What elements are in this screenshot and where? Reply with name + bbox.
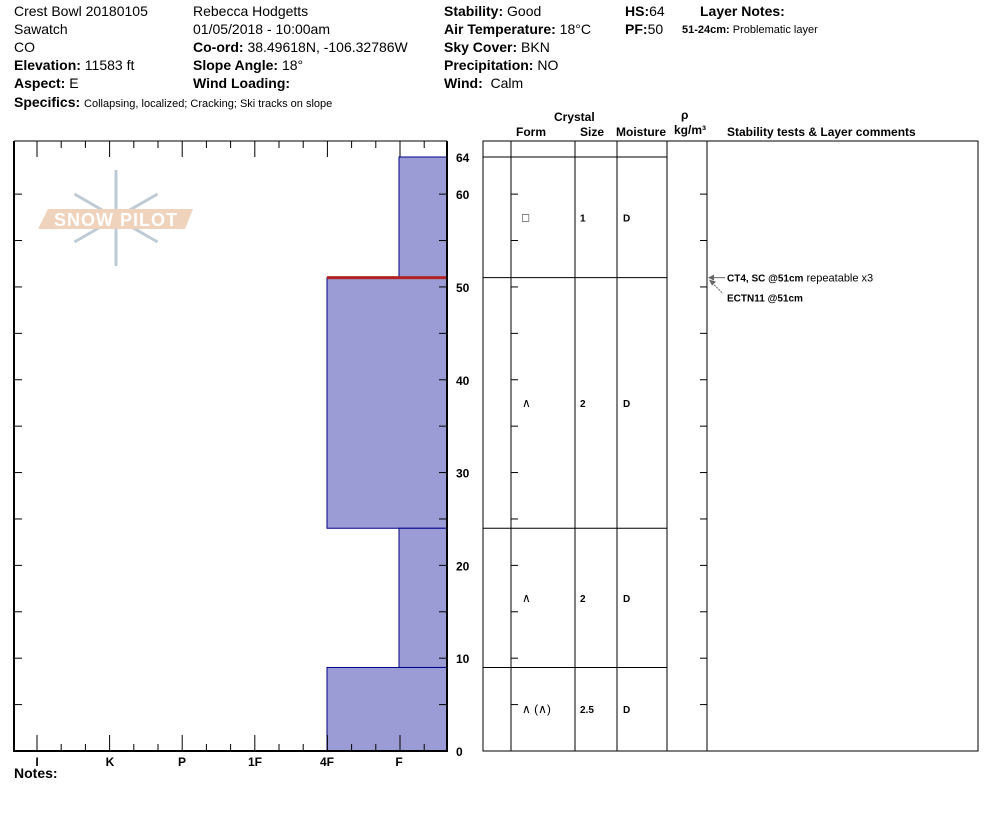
moisture: D — [623, 594, 630, 605]
hardness-layer-3 — [326, 666, 448, 752]
slope-angle: Slope Angle: 18° — [193, 57, 304, 73]
observer: Rebecca Hodgetts — [193, 3, 309, 19]
wind: Wind: Calm — [444, 75, 524, 91]
hardness-label-P: P — [178, 755, 186, 769]
depth-label-30: 30 — [456, 467, 470, 481]
hardness-layer-0 — [398, 156, 448, 279]
range: Sawatch — [14, 21, 68, 37]
crystal-form: ∧ — [522, 396, 531, 410]
layer-notes-label: Layer Notes: — [700, 3, 785, 19]
layer-table-frame — [482, 140, 979, 752]
elevation: Elevation: 11583 ft — [14, 57, 135, 73]
moisture-header: Moisture — [616, 125, 667, 139]
depth-label-20: 20 — [456, 559, 470, 573]
datetime: 01/05/2018 - 10:00am — [193, 21, 330, 37]
depth-label-10: 10 — [456, 652, 470, 666]
depth-label-60: 60 — [456, 188, 470, 202]
precipitation: Precipitation: NO — [444, 57, 559, 73]
moisture: D — [623, 705, 630, 716]
location: Crest Bowl 20180105 — [14, 3, 148, 19]
form-header: Form — [516, 125, 546, 139]
crystal-form: □ — [522, 210, 529, 224]
moisture: D — [623, 213, 630, 224]
sky-cover: Sky Cover: BKN — [444, 39, 550, 55]
logo-text: SNOW PILOT — [54, 210, 178, 230]
comments-header: Stability tests & Layer comments — [727, 125, 916, 139]
crystal-size: 2 — [580, 399, 586, 410]
layer-note: 51-24cm: Problematic layer — [682, 24, 818, 36]
aspect: Aspect: E — [14, 75, 79, 91]
arrow-head-icon — [709, 279, 716, 286]
size-header: Size — [580, 125, 605, 139]
hardness-label-4F: 4F — [320, 755, 334, 769]
coord: Co-ord: 38.49618N, -106.32786W — [193, 39, 408, 55]
stability-test-1: CT4, SC @51cm repeatable x3 — [727, 273, 873, 285]
depth-label-50: 50 — [456, 281, 470, 295]
crystal-size: 2 — [580, 594, 586, 605]
pf: PF:50 — [625, 21, 664, 37]
hardness-label-I: I — [35, 755, 38, 769]
hs: HS:64 — [625, 3, 665, 19]
depth-label-64: 64 — [456, 151, 470, 165]
moisture: D — [623, 399, 630, 410]
hardness-layer-2 — [398, 527, 448, 668]
crystal-form: ∧ (∧) — [522, 702, 551, 716]
depth-label-0: 0 — [456, 745, 463, 759]
air-temperature: Air Temperature: 18°C — [444, 21, 591, 37]
crystal-size: 2.5 — [580, 705, 594, 716]
density-unit-header: kg/m³ — [674, 123, 707, 137]
stability: Stability: Good — [444, 3, 542, 19]
hardness-label-K: K — [106, 755, 115, 769]
problem-layer-marker — [327, 276, 447, 280]
arrow-head-icon — [708, 274, 714, 281]
rho-header: ρ — [681, 108, 689, 122]
depth-label-40: 40 — [456, 374, 470, 388]
hardness-layer-1 — [326, 277, 448, 529]
wind-loading: Wind Loading: — [193, 75, 291, 91]
specifics: Specifics: Collapsing, localized; Cracki… — [14, 94, 333, 110]
logo-banner — [38, 209, 193, 229]
state: CO — [14, 39, 35, 55]
hardness-label-F: F — [395, 755, 402, 769]
hardness-label-1F: 1F — [248, 755, 262, 769]
stability-test-2: ECTN11 @51cm — [727, 294, 803, 305]
crystal-size: 1 — [580, 213, 586, 224]
crystal-header: Crystal — [554, 110, 595, 124]
notes-label: Notes: — [14, 765, 58, 781]
crystal-form: ∧ — [522, 591, 531, 605]
